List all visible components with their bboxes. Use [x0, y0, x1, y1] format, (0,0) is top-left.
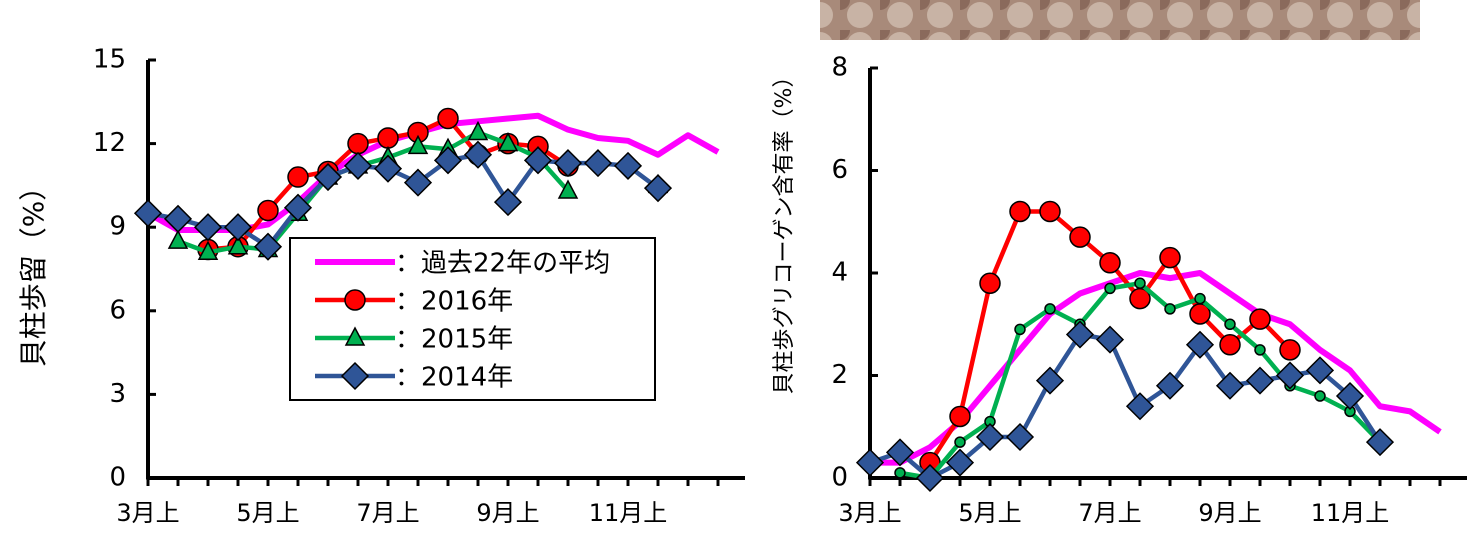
marker — [1315, 391, 1325, 401]
x-tick-label: 3月上 — [116, 499, 179, 527]
marker — [950, 407, 970, 427]
x-tick-label: 5月上 — [958, 499, 1021, 527]
x-tick-label: 7月上 — [356, 499, 419, 527]
x-tick-label: 7月上 — [1078, 499, 1141, 527]
marker — [1037, 368, 1063, 394]
y-tick-label: 9 — [109, 212, 126, 242]
scallop-photo-texture — [820, 0, 1420, 40]
y-tick-label: 0 — [831, 463, 848, 493]
x-tick-label: 9月上 — [1198, 499, 1261, 527]
marker — [438, 109, 458, 129]
marker — [1165, 304, 1175, 314]
legend-marker — [345, 290, 365, 310]
y-tick-label: 15 — [93, 45, 126, 75]
marker — [1195, 294, 1205, 304]
marker — [1007, 424, 1033, 450]
marker — [1015, 324, 1025, 334]
marker — [585, 150, 611, 176]
marker — [195, 214, 221, 240]
marker — [1097, 327, 1123, 353]
series-line — [900, 283, 1380, 478]
y-tick-label: 8 — [831, 53, 848, 83]
x-tick-label: 3月上 — [838, 499, 901, 527]
marker — [1040, 202, 1060, 222]
marker — [555, 150, 581, 176]
marker — [1220, 335, 1240, 355]
marker — [1135, 278, 1145, 288]
y-tick-label: 2 — [831, 360, 848, 390]
marker — [1105, 283, 1115, 293]
legend-label: ：過去22年の平均 — [395, 249, 610, 279]
marker — [345, 153, 371, 179]
marker — [1225, 319, 1235, 329]
page: 0 3 6 9 12 15 3月上 5月上 7月上 9月上 11月上 貝柱歩留（%） ：過去22年の平均… — [0, 0, 1479, 529]
y-tick-label: 6 — [109, 295, 126, 325]
marker — [1250, 309, 1270, 329]
y-tick-label: 4 — [831, 258, 848, 288]
marker — [1277, 363, 1303, 389]
y-axis-title: 貝柱歩グリコーゲン含有率（%） — [772, 66, 797, 395]
y-tick-label: 0 — [109, 463, 126, 493]
marker — [288, 167, 308, 187]
marker — [1067, 322, 1093, 348]
marker — [1247, 368, 1273, 394]
series-line — [870, 273, 1440, 463]
marker — [980, 273, 1000, 293]
marker — [1255, 345, 1265, 355]
marker — [1100, 253, 1120, 273]
marker — [378, 128, 398, 148]
legend-label: ：2014年 — [395, 363, 513, 393]
x-tick-label: 5月上 — [236, 499, 299, 527]
marker — [258, 200, 278, 220]
x-tick-label: 11月上 — [1311, 499, 1390, 527]
y-axis-title: 貝柱歩留（%） — [17, 173, 50, 368]
marker — [1127, 393, 1153, 419]
marker — [895, 468, 905, 478]
marker — [1280, 340, 1300, 360]
y-tick-label: 6 — [831, 155, 848, 185]
marker — [169, 231, 187, 248]
y-tick-label: 3 — [109, 379, 126, 409]
marker — [857, 450, 883, 476]
x-tick-label: 9月上 — [476, 499, 539, 527]
legend-label: ：2015年 — [395, 325, 513, 355]
x-tick-label: 11月上 — [589, 499, 668, 527]
marker — [1070, 227, 1090, 247]
marker — [1045, 304, 1055, 314]
marker — [1160, 248, 1180, 268]
legend-label: ：2016年 — [395, 287, 513, 317]
marker — [469, 122, 487, 139]
marker — [955, 437, 965, 447]
marker — [135, 200, 161, 226]
marker — [1010, 202, 1030, 222]
marker — [348, 134, 368, 154]
y-tick-label: 12 — [93, 128, 126, 158]
